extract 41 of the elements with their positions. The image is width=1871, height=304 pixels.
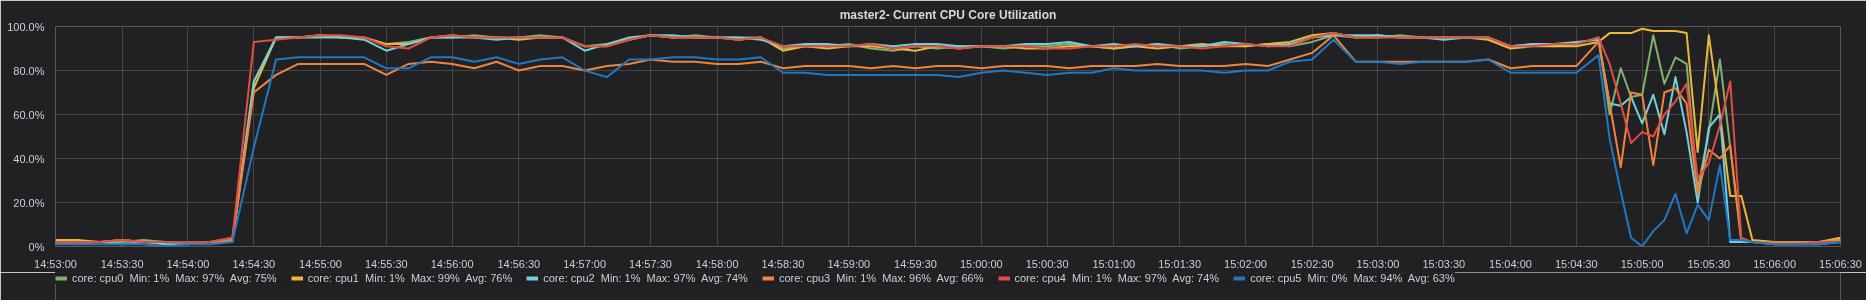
y-tick-label: 40.0% xyxy=(13,152,45,165)
x-tick-label: 14:53:30 xyxy=(100,257,144,270)
y-tick-label: 80.0% xyxy=(13,64,45,77)
x-tick-label: 15:06:30 xyxy=(1819,257,1862,270)
x-tick-label: 15:01:30 xyxy=(1158,257,1202,270)
legend-label: core: cpu2 Min: 1% Max: 97% Avg: 74% xyxy=(543,272,748,284)
x-tick-label: 14:59:30 xyxy=(894,257,937,270)
y-tick-label: 0% xyxy=(28,240,45,253)
y-tick-label: 20.0% xyxy=(13,196,45,209)
x-tick-label: 15:06:00 xyxy=(1753,257,1797,270)
x-tick-label: 15:04:00 xyxy=(1489,257,1532,270)
x-tick-label: 15:04:30 xyxy=(1554,257,1598,270)
x-tick-label: 14:54:30 xyxy=(232,257,276,270)
legend-label: core: cpu1 Min: 1% Max: 99% Avg: 76% xyxy=(307,272,513,284)
x-tick-label: 14:58:30 xyxy=(761,257,805,270)
legend-label: core: cpu4 Min: 1% Max: 97% Avg: 74% xyxy=(1014,272,1220,284)
x-tick-label: 14:56:00 xyxy=(430,257,474,270)
x-tick-label: 14:56:30 xyxy=(497,257,541,270)
legend-label: core: cpu3 Min: 1% Max: 96% Avg: 66% xyxy=(778,272,984,284)
x-tick-label: 14:55:30 xyxy=(364,257,408,270)
x-tick-label: 14:59:00 xyxy=(827,257,871,270)
x-tick-label: 15:05:00 xyxy=(1620,257,1664,270)
chart-title: master2- Current CPU Core Utilization xyxy=(839,7,1057,22)
legend-label: core: cpu5 Min: 0% Max: 94% Avg: 63% xyxy=(1250,272,1455,284)
x-tick-label: 15:02:00 xyxy=(1224,257,1267,270)
x-tick-label: 15:03:30 xyxy=(1422,257,1466,270)
x-tick-label: 15:05:30 xyxy=(1687,257,1731,270)
x-tick-label: 14:57:30 xyxy=(629,257,672,270)
y-tick-label: 60.0% xyxy=(13,108,45,121)
x-tick-label: 14:53:00 xyxy=(34,257,77,270)
x-tick-label: 14:55:00 xyxy=(299,257,342,270)
x-tick-label: 14:57:00 xyxy=(563,257,607,270)
legend-label: core: cpu0 Min: 1% Max: 97% Avg: 75% xyxy=(72,272,277,284)
x-tick-label: 15:00:30 xyxy=(1025,257,1069,270)
x-tick-label: 14:54:00 xyxy=(166,257,210,270)
y-tick-label: 100.0% xyxy=(7,20,45,33)
x-tick-label: 14:58:00 xyxy=(695,257,739,270)
x-tick-label: 15:00:00 xyxy=(959,257,1003,270)
x-tick-label: 15:03:00 xyxy=(1356,257,1400,270)
x-tick-label: 15:02:30 xyxy=(1290,257,1334,270)
x-tick-label: 15:01:00 xyxy=(1092,257,1136,270)
